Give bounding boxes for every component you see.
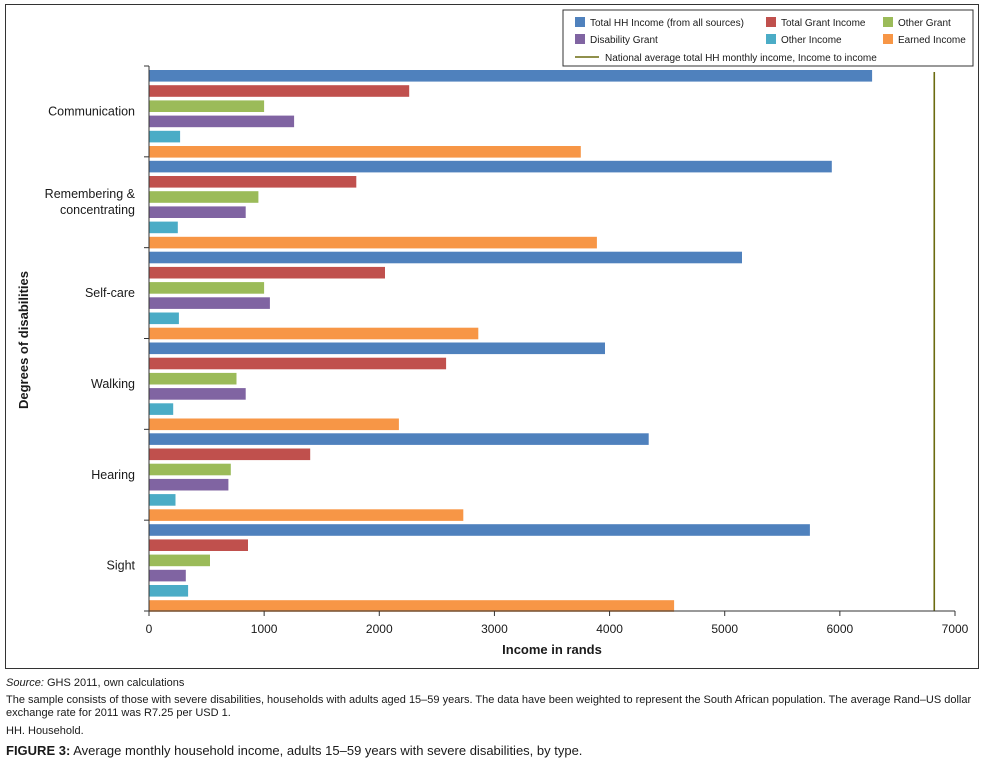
bar-5-4 bbox=[149, 585, 189, 597]
bar-2-4 bbox=[149, 312, 179, 325]
bar-3-2 bbox=[149, 372, 237, 385]
legend-swatch-2 bbox=[883, 17, 893, 27]
sample-note: The sample consists of those with severe… bbox=[6, 694, 972, 719]
x-tick-label: 2000 bbox=[366, 622, 393, 636]
x-tick-label: 5000 bbox=[711, 622, 738, 636]
legend-label-3: Disability Grant bbox=[590, 35, 658, 46]
bar-2-2 bbox=[149, 282, 265, 294]
bar-4-1 bbox=[149, 448, 311, 461]
figure-title: Average monthly household income, adults… bbox=[73, 743, 583, 758]
bar-5-2 bbox=[149, 554, 210, 567]
bar-5-5 bbox=[149, 600, 675, 612]
source-note: Source: GHS 2011, own calculations bbox=[6, 677, 184, 690]
bar-5-3 bbox=[149, 569, 186, 582]
bar-5-1 bbox=[149, 539, 248, 551]
x-tick-label: 1000 bbox=[251, 622, 278, 636]
legend-swatch-5 bbox=[883, 34, 893, 44]
x-tick-label: 7000 bbox=[942, 622, 969, 636]
bar-0-3 bbox=[149, 115, 295, 128]
category-label: Self-care bbox=[85, 286, 135, 300]
chart-frame bbox=[5, 4, 979, 669]
legend-label-1: Total Grant Income bbox=[781, 18, 866, 29]
source-text: GHS 2011, own calculations bbox=[46, 677, 185, 689]
legend-reference-label: National average total HH monthly income… bbox=[605, 53, 877, 64]
bar-1-5 bbox=[149, 236, 597, 249]
bar-2-0 bbox=[149, 251, 742, 264]
bar-3-1 bbox=[149, 357, 447, 370]
x-tick-label: 0 bbox=[146, 622, 153, 636]
bar-3-0 bbox=[149, 342, 605, 355]
legend-label-0: Total HH Income (from all sources) bbox=[590, 18, 744, 29]
legend-swatch-3 bbox=[575, 34, 585, 44]
bar-4-3 bbox=[149, 478, 229, 491]
bar-0-1 bbox=[149, 85, 410, 97]
legend-label-5: Earned Income bbox=[898, 35, 966, 46]
x-tick-label: 3000 bbox=[481, 622, 508, 636]
bar-4-4 bbox=[149, 494, 176, 506]
x-axis-title: Income in rands bbox=[502, 642, 602, 657]
x-tick-label: 4000 bbox=[596, 622, 623, 636]
category-label: Remembering & concentrating bbox=[45, 187, 136, 217]
bar-2-5 bbox=[149, 327, 479, 340]
figure-label: FIGURE 3: bbox=[6, 743, 71, 758]
category-label: Hearing bbox=[91, 468, 135, 482]
bar-3-3 bbox=[149, 388, 246, 400]
legend-swatch-4 bbox=[766, 34, 776, 44]
category-label: Sight bbox=[107, 559, 136, 573]
legend-swatch-1 bbox=[766, 17, 776, 27]
bar-0-4 bbox=[149, 130, 181, 143]
bar-3-4 bbox=[149, 403, 174, 415]
bar-4-5 bbox=[149, 509, 464, 521]
figure-caption: FIGURE 3: Average monthly household inco… bbox=[6, 743, 582, 759]
bar-1-1 bbox=[149, 176, 357, 188]
bar-1-2 bbox=[149, 191, 259, 203]
legend-swatch-0 bbox=[575, 17, 585, 27]
bar-3-5 bbox=[149, 418, 399, 431]
category-label: Communication bbox=[48, 104, 135, 118]
bar-2-3 bbox=[149, 297, 270, 309]
bar-0-0 bbox=[149, 70, 873, 82]
abbreviation-note: HH. Household. bbox=[6, 725, 84, 737]
category-label: Walking bbox=[91, 377, 135, 391]
source-label: Source: bbox=[6, 677, 44, 689]
legend-label-2: Other Grant bbox=[898, 18, 951, 29]
bar-1-3 bbox=[149, 206, 246, 218]
legend-label-4: Other Income bbox=[781, 35, 842, 46]
x-tick-label: 6000 bbox=[827, 622, 854, 636]
bar-1-0 bbox=[149, 160, 832, 173]
y-axis-title: Degrees of disabilities bbox=[16, 271, 31, 409]
bar-0-5 bbox=[149, 146, 581, 158]
bar-2-1 bbox=[149, 266, 385, 279]
bar-1-4 bbox=[149, 221, 178, 234]
bar-4-2 bbox=[149, 463, 231, 476]
bar-4-0 bbox=[149, 433, 649, 445]
bar-0-2 bbox=[149, 100, 265, 112]
bar-5-0 bbox=[149, 524, 810, 536]
bar-chart: Communication Remembering & concentrating S… bbox=[16, 9, 974, 657]
